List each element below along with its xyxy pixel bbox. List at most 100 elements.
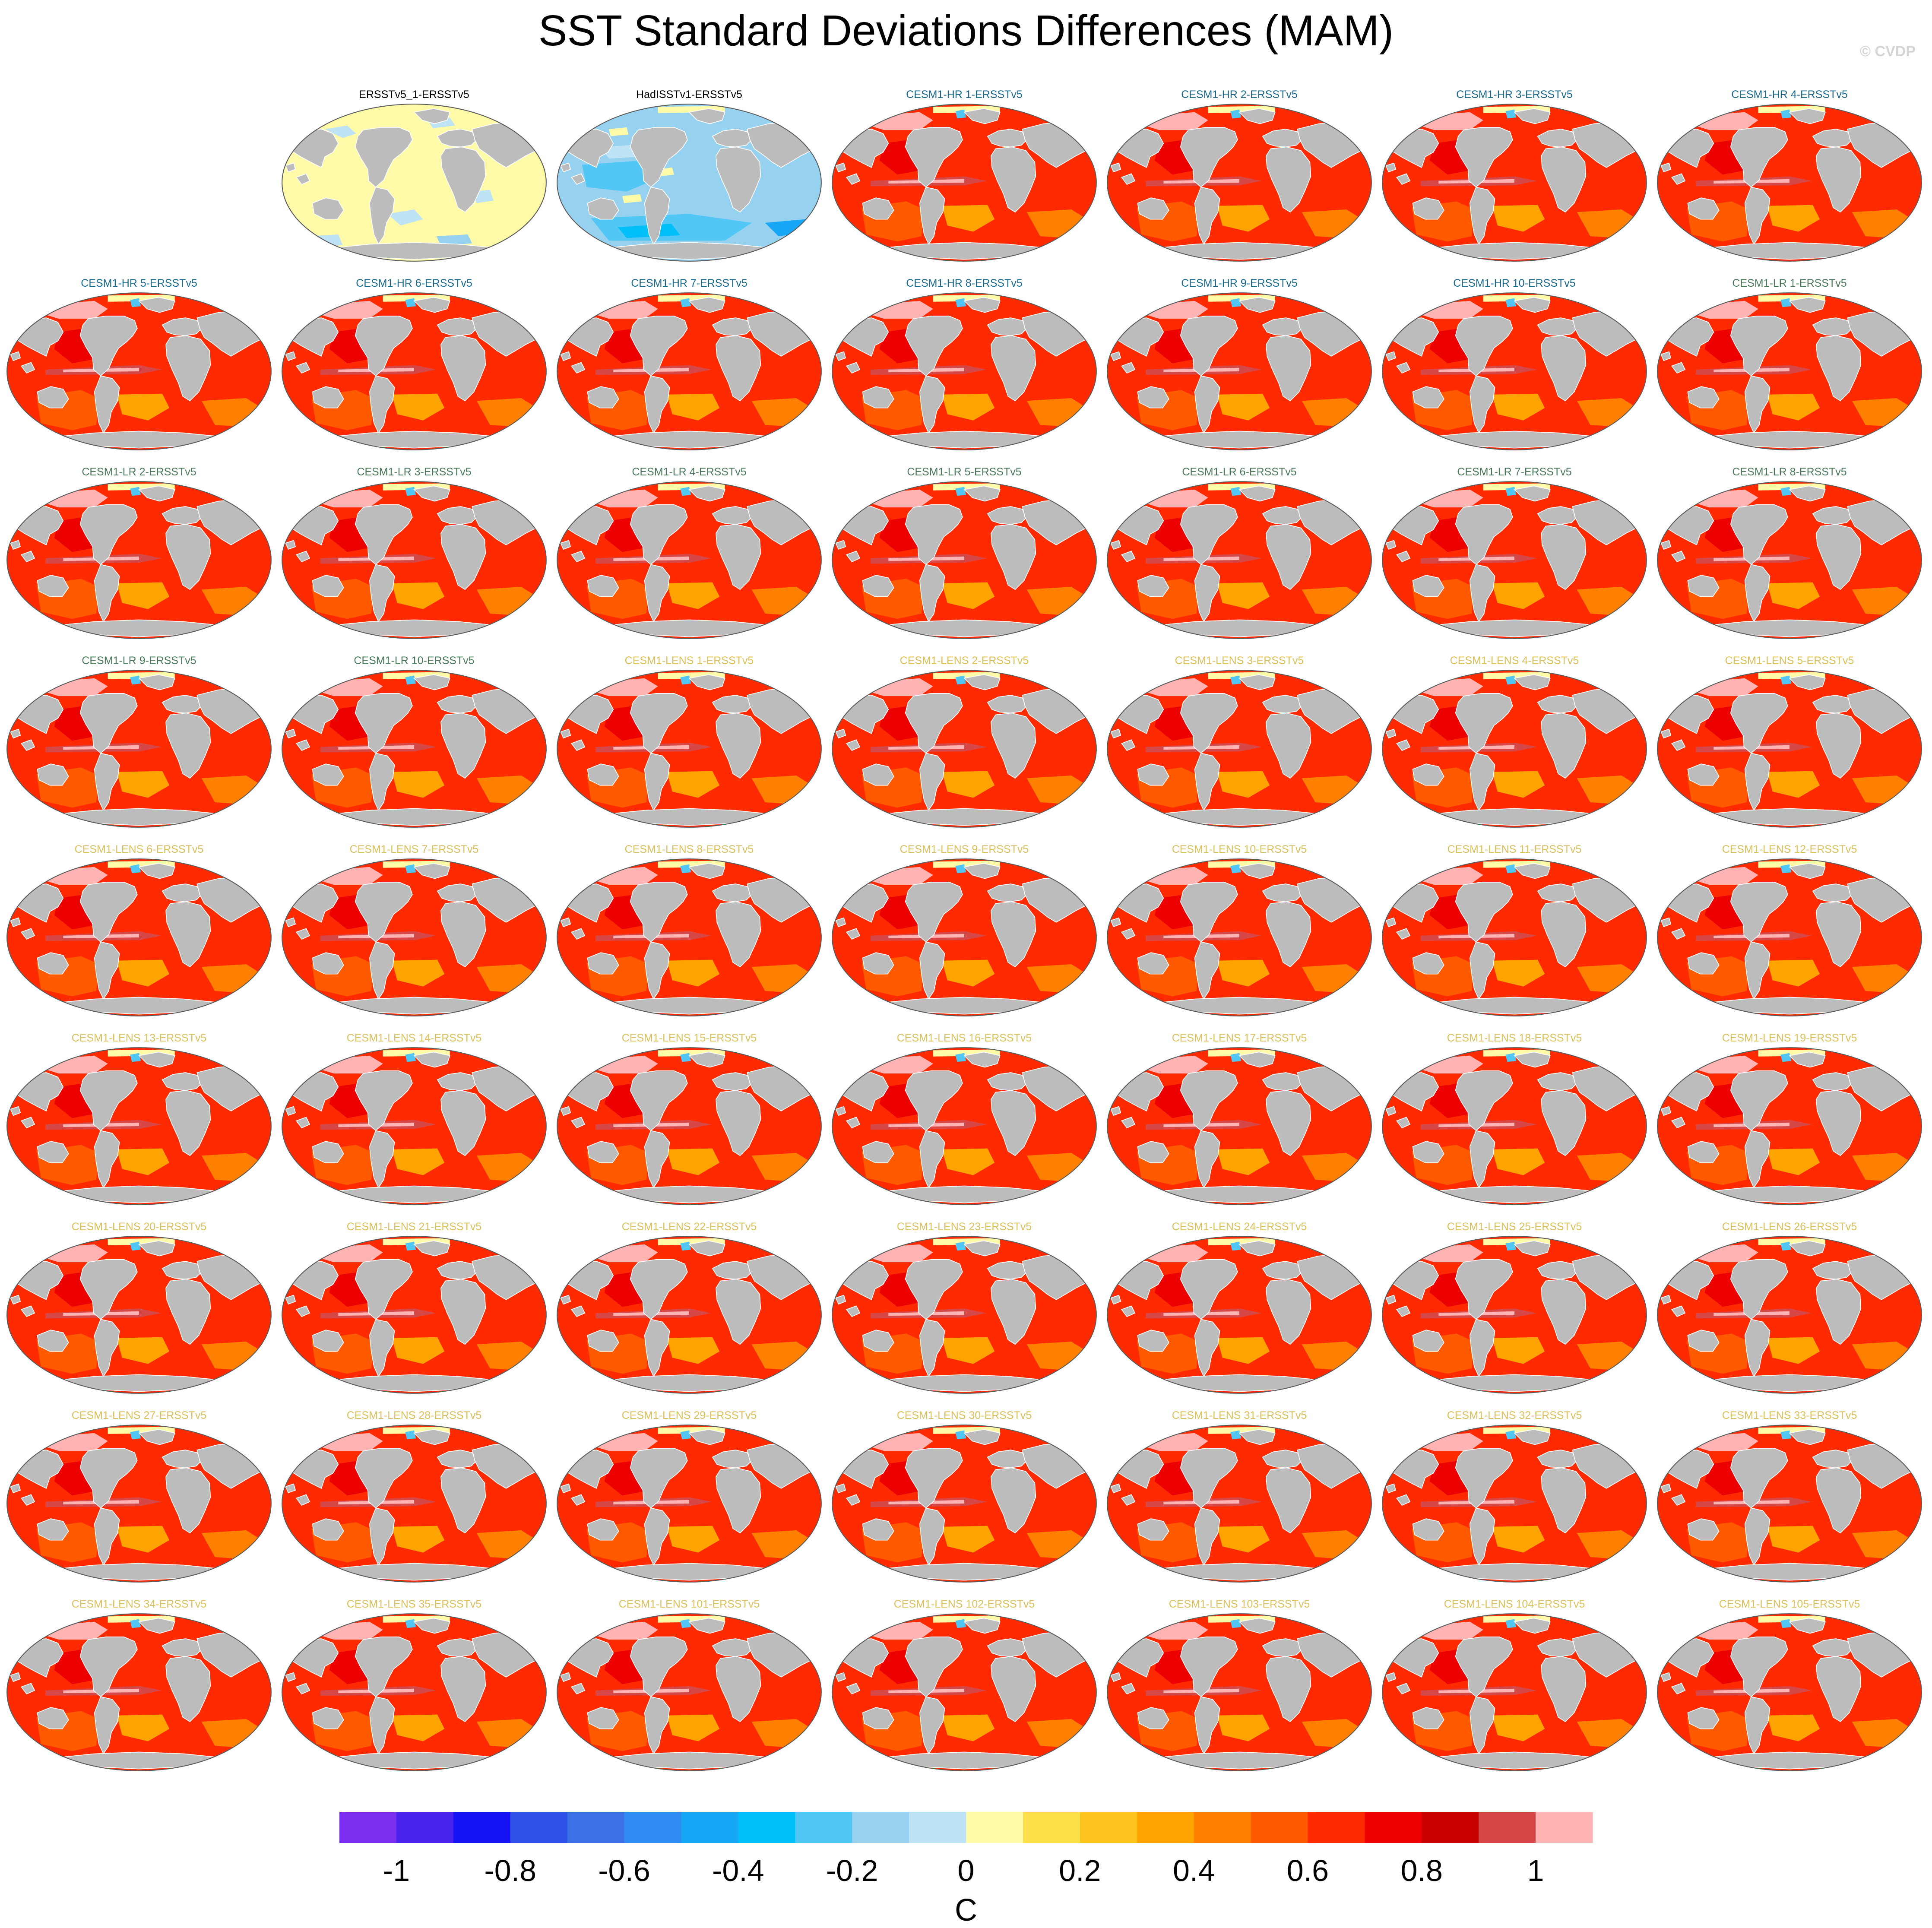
map-panel: CESM1-HR 1-ERSSTv5 <box>830 89 1098 262</box>
land-mass <box>1744 941 1770 1000</box>
map-panel: CESM1-LENS 24-ERSSTv5 <box>1105 1221 1373 1394</box>
land-mass <box>560 162 571 173</box>
land-mass <box>369 941 395 1000</box>
land-mass <box>1137 197 1169 220</box>
land-mass <box>162 317 202 336</box>
land-mass <box>437 129 477 148</box>
land-mass <box>1238 1618 1276 1634</box>
land-mass <box>1262 129 1302 148</box>
land-mass <box>1194 753 1220 811</box>
land-mass <box>437 317 477 336</box>
land-mass <box>20 1494 35 1506</box>
robinson-map <box>1657 481 1922 639</box>
land-mass <box>644 564 670 623</box>
land-mass <box>1455 1259 1513 1320</box>
map-border <box>282 481 547 639</box>
map-border <box>1657 104 1922 262</box>
land-mass <box>1137 1141 1169 1163</box>
land-mass <box>688 1240 725 1257</box>
sst-field <box>282 1236 546 1393</box>
map-panel: CESM1-LENS 6-ERSSTv5 <box>5 843 273 1016</box>
land-mass <box>1110 351 1121 361</box>
sst-field <box>1382 104 1647 261</box>
map-border <box>832 292 1097 450</box>
map-panel-title: CESM1-LENS 31-ERSSTv5 <box>1172 1409 1307 1421</box>
map-panel-title: CESM1-LENS 103-ERSSTv5 <box>1169 1598 1310 1610</box>
land-mass <box>1266 901 1311 968</box>
land-mass <box>905 316 963 377</box>
land-mass <box>570 1494 586 1506</box>
land-mass <box>1262 506 1302 525</box>
robinson-map <box>1382 104 1647 262</box>
sst-field <box>557 1048 821 1205</box>
sst-field <box>557 1425 821 1582</box>
sst-field <box>832 293 1096 450</box>
land-mass <box>94 564 120 623</box>
land-mass <box>1262 1638 1302 1657</box>
land-mass <box>587 1141 619 1163</box>
land-mass <box>963 1051 1001 1068</box>
sst-field <box>557 481 821 639</box>
land-mass <box>862 763 894 786</box>
land-mass <box>79 1070 138 1131</box>
land-mass <box>1412 1518 1444 1541</box>
land-mass <box>1455 693 1513 754</box>
land-mass <box>437 1450 477 1469</box>
land-mass <box>1110 1295 1121 1305</box>
map-border <box>1657 858 1922 1016</box>
map-panel-title: CESM1-LR 9-ERSSTv5 <box>82 655 196 667</box>
land-mass <box>1744 375 1770 434</box>
land-mass <box>1238 863 1276 879</box>
sst-field <box>557 1614 821 1771</box>
land-mass <box>991 712 1036 779</box>
land-mass <box>165 1656 211 1722</box>
land-mass <box>162 1450 202 1469</box>
land-mass <box>1455 504 1513 565</box>
land-mass <box>1121 1305 1136 1317</box>
land-mass <box>413 1240 450 1257</box>
land-mass <box>1110 917 1121 928</box>
sst-field <box>1657 670 1922 827</box>
robinson-map <box>282 1425 547 1583</box>
land-mass <box>1816 335 1862 402</box>
map-panel: ERSSTv5_1-ERSSTv5 <box>280 89 548 262</box>
map-panel: CESM1-HR 4-ERSSTv5 <box>1656 89 1923 262</box>
land-mass <box>1660 1672 1672 1682</box>
land-mass <box>10 917 21 928</box>
robinson-map <box>6 481 272 639</box>
land-mass <box>644 1507 670 1566</box>
land-mass <box>1687 952 1720 975</box>
map-panel: CESM1-HR 7-ERSSTv5 <box>555 277 823 450</box>
robinson-map <box>1107 104 1372 262</box>
map-border <box>557 1425 822 1583</box>
land-mass <box>905 693 963 754</box>
land-mass <box>20 1117 35 1129</box>
land-mass <box>1455 316 1513 377</box>
robinson-map <box>832 1236 1097 1394</box>
land-mass <box>1660 917 1672 928</box>
map-panel: CESM1-LENS 17-ERSSTv5 <box>1105 1032 1373 1205</box>
robinson-map <box>557 1613 822 1771</box>
land-mass <box>712 1261 752 1280</box>
land-mass <box>1194 941 1220 1000</box>
land-mass <box>295 1494 310 1506</box>
map-panel: CESM1-LENS 10-ERSSTv5 <box>1105 843 1373 1016</box>
map-panel: CESM1-LENS 3-ERSSTv5 <box>1105 655 1373 828</box>
land-mass <box>1789 1051 1826 1068</box>
land-mass <box>712 506 752 525</box>
land-mass <box>963 863 1001 879</box>
map-panel-title: CESM1-LENS 10-ERSSTv5 <box>1172 843 1307 855</box>
robinson-map <box>6 1613 272 1771</box>
land-mass <box>440 524 486 590</box>
land-mass <box>1238 485 1276 502</box>
land-mass <box>440 901 486 968</box>
land-mass <box>630 504 688 565</box>
land-mass <box>1730 882 1788 943</box>
land-mass <box>138 863 175 879</box>
map-panel: CESM1-LENS 28-ERSSTv5 <box>280 1409 548 1583</box>
land-mass <box>644 941 670 1000</box>
land-mass <box>905 1070 963 1131</box>
land-mass <box>295 173 310 185</box>
map-panel-title: CESM1-LENS 25-ERSSTv5 <box>1447 1221 1582 1233</box>
map-border <box>557 1236 822 1394</box>
